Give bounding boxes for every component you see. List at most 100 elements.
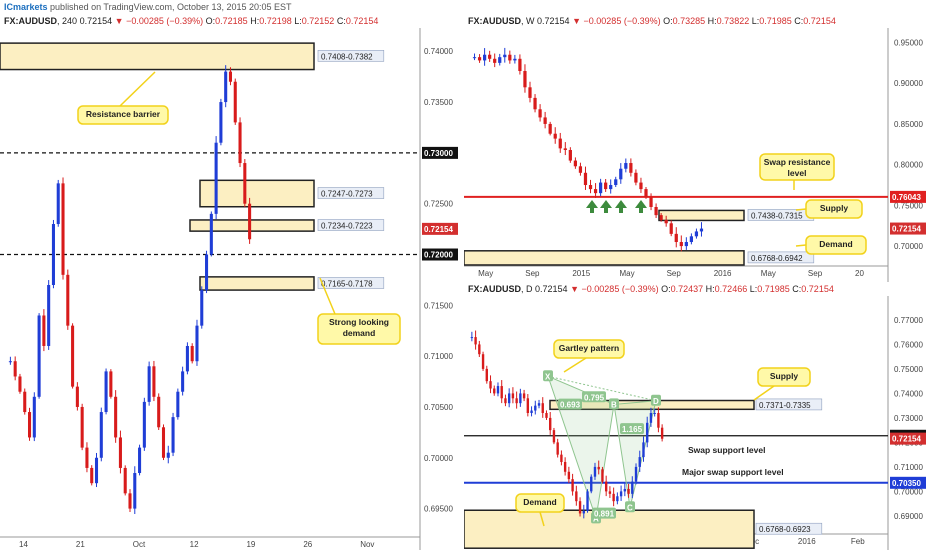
h4-candle <box>142 401 146 448</box>
w-candle <box>614 179 618 186</box>
h4-zone-label-box <box>317 277 385 289</box>
d-candle <box>556 442 559 455</box>
h4-candle <box>114 396 118 438</box>
h4-ytick: 0.72500 <box>424 200 453 209</box>
w-candle <box>548 123 552 134</box>
d-candle <box>567 471 571 480</box>
w-candle <box>513 58 517 61</box>
d-candle <box>582 510 585 514</box>
d-candle <box>560 454 563 462</box>
h4-ytick: 0.70500 <box>424 403 453 412</box>
h4-candle <box>161 427 166 458</box>
w-candle <box>523 71 527 88</box>
d-gartley-bcd <box>613 400 657 508</box>
w-zone <box>658 209 745 222</box>
d-candle <box>660 427 664 439</box>
d-callout-pointer <box>539 511 545 527</box>
d-zone-label-box <box>755 522 823 535</box>
d-candle <box>657 413 660 428</box>
h4-xtick: Oct <box>133 540 146 549</box>
h4-candle <box>133 473 137 509</box>
w-xtick: May <box>619 269 634 278</box>
h4-xtick: 19 <box>246 540 255 549</box>
chart-pane-daily[interactable]: FX:AUDUSD, D 0.72154 ▼ −0.00285 (−0.39%)… <box>464 282 932 550</box>
w-callout-pointer <box>795 244 807 247</box>
h4-candle <box>209 213 213 255</box>
d-xtick: 2016 <box>798 537 816 546</box>
h4-candle <box>138 447 142 474</box>
d-candle <box>552 430 556 443</box>
w-candle <box>654 207 658 216</box>
h4-candle <box>32 396 36 438</box>
w-xtick: May <box>761 269 776 278</box>
chart-pane-weekly[interactable]: FX:AUDUSD, W 0.72154 ▼ −0.00285 (−0.39%)… <box>464 14 932 282</box>
w-candle <box>694 231 699 237</box>
w-candle <box>679 242 683 247</box>
h4-callout-text: Strong looking <box>329 317 389 327</box>
w-candle <box>563 148 567 150</box>
h4-callout-text: Resistance barrier <box>86 109 161 119</box>
brand-logo[interactable]: ICmarkets <box>4 2 48 12</box>
w-candle <box>649 197 653 207</box>
w-callout-text: level <box>788 168 807 178</box>
h4-candle <box>238 122 242 164</box>
d-pattern-point <box>651 394 661 406</box>
w-candle <box>543 117 547 124</box>
w-candle <box>629 163 633 173</box>
d-ytick: 0.77000 <box>894 316 923 325</box>
h4-xtick: 21 <box>76 540 85 549</box>
d-candle <box>597 466 600 470</box>
w-candle <box>593 189 598 194</box>
w-xtick: May <box>478 269 493 278</box>
chart-pane-h4[interactable]: FX:AUDUSD, 240 0.72154 ▼ −0.00285 (−0.39… <box>0 14 460 550</box>
h4-candle <box>99 412 103 458</box>
published-info: published on TradingView.com, October 13… <box>50 2 292 12</box>
w-xtick: 2016 <box>714 269 732 278</box>
w-ytick: 0.90000 <box>894 79 923 88</box>
w-candle <box>568 150 572 161</box>
w-candle <box>689 236 694 243</box>
d-candle <box>649 413 653 423</box>
d-candle <box>489 381 492 389</box>
d-callout-text: Gartley pattern <box>559 343 619 353</box>
w-candle <box>664 220 668 224</box>
w-candle <box>477 57 482 61</box>
w-candle <box>493 58 497 63</box>
d-candle <box>578 501 582 514</box>
h4-candle <box>104 371 108 413</box>
h4-ytick: 0.71500 <box>424 301 453 310</box>
d-pattern-point <box>625 501 635 513</box>
d-candle <box>481 354 485 369</box>
d-candle <box>634 466 638 482</box>
d-price-tag <box>890 476 926 489</box>
d-ratio-label: 0.693 <box>560 401 581 410</box>
w-candle <box>684 242 688 247</box>
w-candle <box>609 185 613 190</box>
d-candle <box>601 469 604 482</box>
d-callout-pointer <box>753 385 775 401</box>
d-ytick: 0.75000 <box>894 365 923 374</box>
d-ratio-label: 0.891 <box>594 510 615 519</box>
w-candle <box>573 160 578 167</box>
h4-zone <box>199 179 315 208</box>
publish-header: ICmarkets published on TradingView.com, … <box>0 0 932 14</box>
d-candle <box>500 386 503 399</box>
d-candle <box>571 479 574 492</box>
d-price-tag-text: 0.70350 <box>892 479 921 488</box>
d-candle <box>608 491 612 494</box>
d-candle <box>515 398 518 404</box>
h4-candle <box>248 203 252 240</box>
w-ytick: 0.85000 <box>894 120 923 129</box>
w-xtick: Sep <box>525 269 540 278</box>
d-callout-pointer <box>563 357 587 373</box>
w-ytick: 0.80000 <box>894 161 923 170</box>
w-callout-text: Supply <box>820 203 849 213</box>
h4-xtick: 26 <box>303 540 312 549</box>
d-candle <box>526 398 530 413</box>
w-candle <box>639 182 643 190</box>
h4-zone <box>199 276 315 291</box>
h4-zone-label-box <box>317 219 385 231</box>
w-price-tag <box>890 190 926 203</box>
w-candle <box>644 189 648 198</box>
d-candle <box>541 403 544 413</box>
